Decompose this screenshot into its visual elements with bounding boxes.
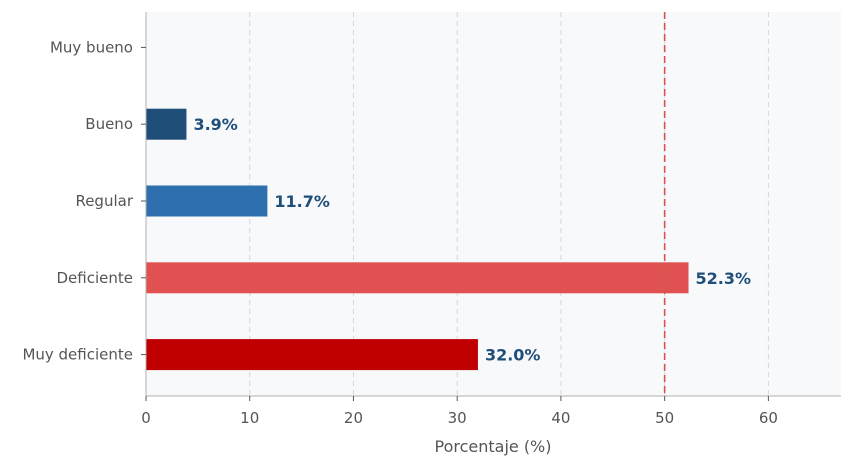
- y-tick-label: Regular: [75, 192, 133, 210]
- y-axis-ticks: Muy bueno Bueno Regular Deficiente Muy defic…: [22, 38, 146, 364]
- bar: [146, 185, 268, 217]
- y-tick-label: Deficiente: [57, 269, 134, 287]
- x-tick-label: 40: [551, 409, 570, 427]
- data-label: 32.0%: [485, 346, 541, 365]
- data-label: 11.7%: [274, 192, 330, 211]
- x-tick-label: 50: [655, 409, 674, 427]
- x-tick-label: 10: [240, 409, 259, 427]
- x-axis-title: Porcentaje (%): [434, 437, 551, 456]
- grid-lines: [249, 12, 769, 396]
- x-axis-ticks: 0 10 20 30 40 50 60: [141, 396, 778, 427]
- data-labels: 3.9% 11.7% 52.3% 32.0%: [193, 115, 751, 364]
- bar: [146, 339, 478, 371]
- bar: [146, 108, 187, 140]
- bar: [146, 262, 689, 294]
- y-tick-label: Muy deficiente: [22, 346, 133, 364]
- data-label: 52.3%: [696, 269, 752, 288]
- x-tick-label: 0: [141, 409, 151, 427]
- data-label: 3.9%: [193, 115, 237, 134]
- x-tick-label: 20: [344, 409, 363, 427]
- bars: [146, 108, 689, 371]
- x-tick-label: 30: [448, 409, 467, 427]
- x-tick-label: 60: [759, 409, 778, 427]
- y-tick-label: Bueno: [85, 115, 133, 133]
- y-tick-label: Muy bueno: [50, 38, 133, 56]
